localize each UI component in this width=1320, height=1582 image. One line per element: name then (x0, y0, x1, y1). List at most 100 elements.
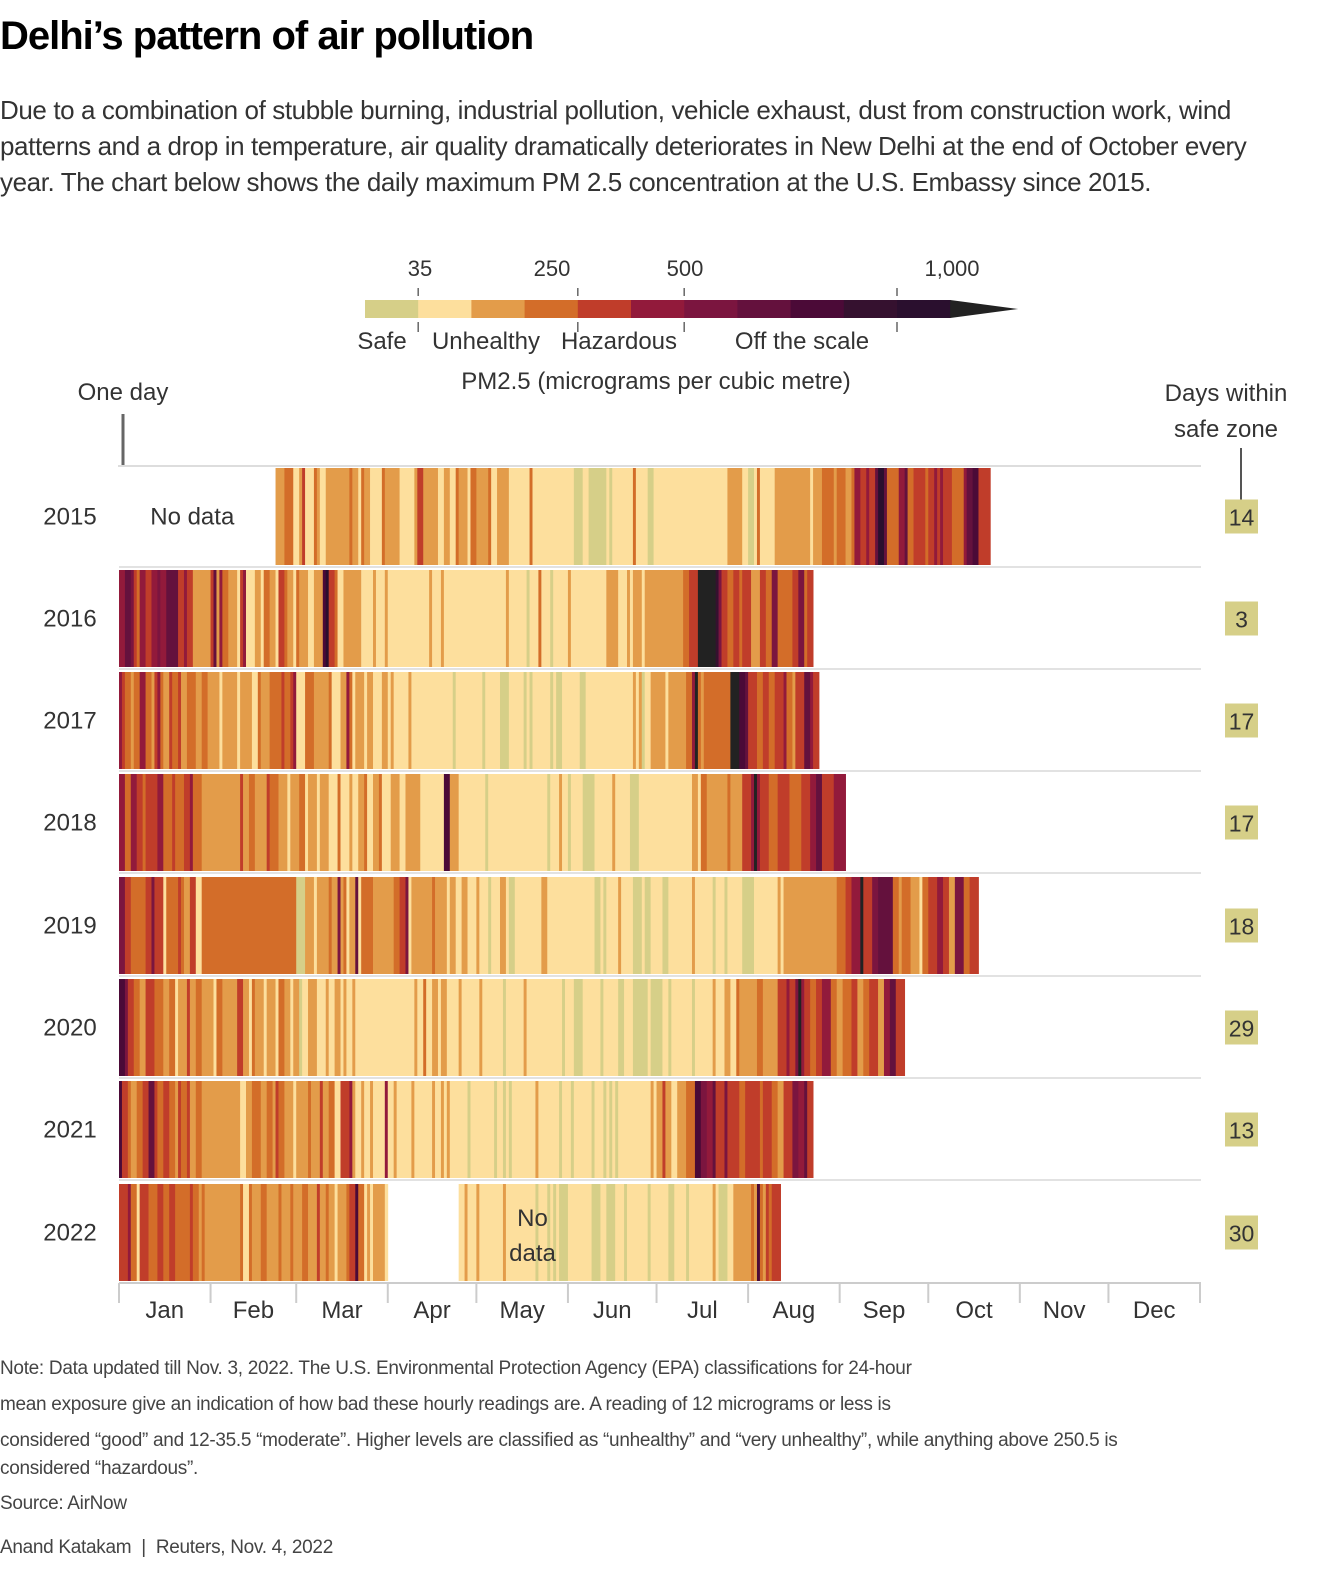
day-cell (488, 468, 492, 565)
day-cell (656, 1081, 663, 1178)
legend-swatch (737, 300, 792, 318)
day-cell (718, 570, 722, 667)
day-cell (727, 774, 731, 871)
day-cell (762, 1184, 767, 1281)
day-cell (694, 877, 714, 974)
day-cell (127, 1081, 132, 1178)
safe-days-header-line1: Days within (1165, 380, 1288, 407)
day-cell (801, 979, 805, 1076)
safe-days-badge (1225, 1010, 1258, 1045)
day-cell (455, 672, 483, 769)
day-cell (414, 468, 418, 565)
one-day-annotation: One day (78, 379, 169, 406)
day-cell (455, 877, 463, 974)
day-cell (508, 468, 530, 565)
day-cell (166, 877, 179, 974)
day-cell (136, 570, 141, 667)
legend-swatch (843, 300, 898, 318)
day-cell (446, 979, 460, 1076)
day-cell (632, 877, 643, 974)
day-cell (248, 1184, 253, 1281)
day-cell (686, 1081, 696, 1178)
legend-tick-label: 35 (408, 256, 432, 281)
day-cell (963, 468, 968, 565)
day-cell (562, 1081, 572, 1178)
day-cell (373, 672, 383, 769)
day-cell (169, 979, 176, 1076)
day-cell (813, 468, 823, 565)
day-cell (163, 1184, 170, 1281)
day-cell (328, 877, 333, 974)
day-cell (387, 1081, 395, 1178)
day-cell (325, 979, 330, 1076)
day-cell (278, 1184, 282, 1281)
day-cell (668, 1184, 675, 1281)
day-cell (432, 877, 436, 974)
day-cell (449, 774, 460, 871)
day-cell (765, 570, 773, 667)
day-cell (130, 672, 135, 769)
no-data-label: No data (150, 504, 235, 531)
day-cell (467, 877, 477, 974)
day-cell (567, 774, 572, 871)
day-cell (248, 979, 253, 1076)
month-label: Feb (233, 1297, 274, 1324)
day-cell (727, 1081, 740, 1178)
day-cell (299, 774, 306, 871)
legend-swatch (897, 300, 951, 318)
day-cell (768, 672, 776, 769)
day-cell (349, 1184, 356, 1281)
day-cell (201, 672, 209, 769)
safe-days-header-line2: safe zone (1174, 416, 1278, 443)
day-cell (978, 468, 991, 565)
day-cell (251, 1081, 262, 1178)
year-row-2021: 2021 13 (43, 1081, 1258, 1181)
day-cell (461, 979, 480, 1076)
day-cell (922, 877, 929, 974)
day-cell (759, 570, 767, 667)
day-cell (334, 1081, 341, 1178)
day-cell (343, 979, 347, 1076)
day-cell (269, 672, 282, 769)
day-cell (148, 1184, 158, 1281)
month-label: Nov (1043, 1297, 1086, 1324)
day-cell (969, 877, 979, 974)
day-cell (124, 979, 129, 1076)
day-cell (860, 468, 867, 565)
day-cell (275, 979, 279, 1076)
day-cell (243, 979, 250, 1076)
day-cell (364, 1081, 371, 1178)
day-cell (526, 672, 530, 769)
day-cell (308, 774, 318, 871)
day-cell (638, 774, 693, 871)
day-cell (526, 570, 530, 667)
day-cell (804, 979, 811, 1076)
day-cell (556, 672, 563, 769)
day-cell (387, 570, 430, 667)
day-cell (145, 672, 152, 769)
day-cell (706, 774, 728, 871)
day-cell (136, 1081, 144, 1178)
day-cell (464, 1184, 468, 1281)
day-cell (759, 774, 770, 871)
note-line: considered “hazardous”. (0, 1458, 198, 1479)
day-cell (243, 774, 250, 871)
day-cell (508, 1081, 513, 1178)
day-cell (715, 877, 725, 974)
day-cell (963, 877, 971, 974)
day-cell (119, 877, 126, 974)
day-cell (836, 468, 846, 565)
day-cell (810, 774, 817, 871)
day-cell (166, 570, 179, 667)
day-cell (691, 672, 696, 769)
day-cell (405, 877, 409, 974)
day-cell (624, 979, 634, 1076)
day-cell (603, 979, 619, 1076)
day-cell (836, 979, 844, 1076)
day-cell (792, 570, 799, 667)
day-cell (192, 774, 203, 871)
legend-label-hazardous: Hazardous (561, 328, 677, 355)
day-cell (420, 774, 445, 871)
day-cell (139, 672, 146, 769)
day-cell (502, 1184, 507, 1281)
